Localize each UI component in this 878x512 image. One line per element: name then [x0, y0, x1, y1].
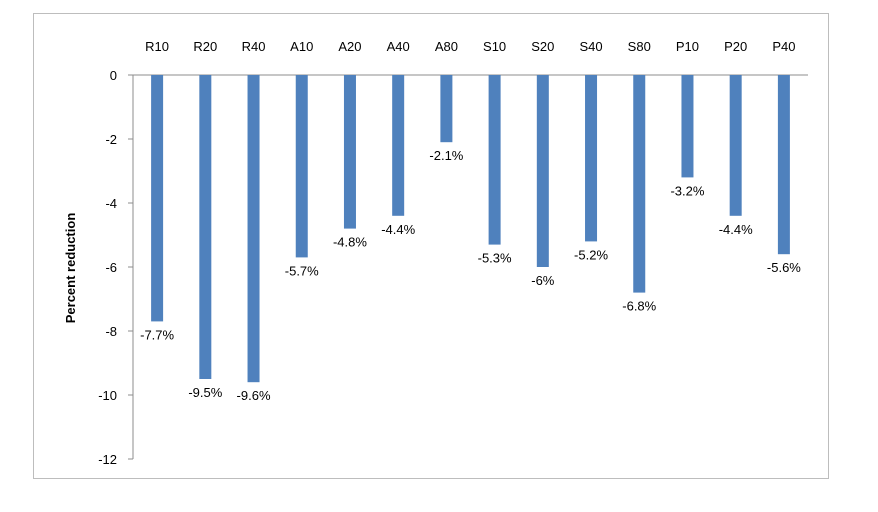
data-label: -9.6% [237, 388, 271, 403]
data-label: -7.7% [140, 327, 174, 342]
category-label: A80 [435, 39, 458, 54]
bar-s10 [488, 75, 501, 245]
axes: 0 -2 -4 -6 -8 -10 -12 [98, 68, 808, 467]
chart-frame [33, 13, 829, 479]
data-label: -9.5% [188, 385, 222, 400]
category-label: A20 [338, 39, 361, 54]
data-label: -4.4% [719, 222, 753, 237]
data-label: -2.1% [429, 148, 463, 163]
category-label: S20 [531, 39, 554, 54]
bar-a20 [343, 75, 356, 229]
data-label: -4.8% [333, 235, 367, 250]
bar-r10 [151, 75, 164, 322]
y-tick-label: -8 [105, 324, 117, 339]
y-axis-title: Percent reduction [63, 213, 78, 324]
category-label: S80 [628, 39, 651, 54]
category-label: P40 [772, 39, 795, 54]
category-label: R40 [242, 39, 266, 54]
data-label: -5.3% [478, 251, 512, 266]
category-label: S40 [579, 39, 602, 54]
data-label: -6% [531, 273, 555, 288]
bar-r20 [199, 75, 212, 379]
data-label: -4.4% [381, 222, 415, 237]
bar-a10 [295, 75, 308, 258]
bar-s40 [585, 75, 598, 242]
category-labels: R10 R20 R40 A10 A20 A40 A80 S10 S20 S40 S80 P10 P20 P… [145, 39, 795, 54]
bar-a40 [392, 75, 405, 216]
category-label: A10 [290, 39, 313, 54]
bars [151, 75, 790, 383]
data-label: -3.2% [670, 183, 704, 198]
category-label: A40 [387, 39, 410, 54]
category-label: S10 [483, 39, 506, 54]
y-tick-label: -2 [105, 132, 117, 147]
bar-p20 [729, 75, 742, 216]
bar-s80 [633, 75, 646, 293]
data-label: -5.2% [574, 247, 608, 262]
data-label: -5.7% [285, 263, 319, 278]
category-label: P20 [724, 39, 747, 54]
category-label: R20 [193, 39, 217, 54]
bar-p40 [777, 75, 790, 255]
data-label: -5.6% [767, 260, 801, 275]
category-label: R10 [145, 39, 169, 54]
bar-a80 [440, 75, 453, 143]
bar-r40 [247, 75, 260, 383]
bar-p10 [681, 75, 694, 178]
bar-s20 [536, 75, 549, 267]
y-tick-label: -10 [98, 388, 117, 403]
data-labels: -7.7% -9.5% -9.6% -5.7% -4.8% -4.4% -2.1% -5.3%… [140, 148, 801, 403]
category-label: P10 [676, 39, 699, 54]
y-tick-label: 0 [110, 68, 117, 83]
y-tick-label: -4 [105, 196, 117, 211]
y-tick-label: -12 [98, 452, 117, 467]
data-label: -6.8% [622, 299, 656, 314]
y-tick-label: -6 [105, 260, 117, 275]
